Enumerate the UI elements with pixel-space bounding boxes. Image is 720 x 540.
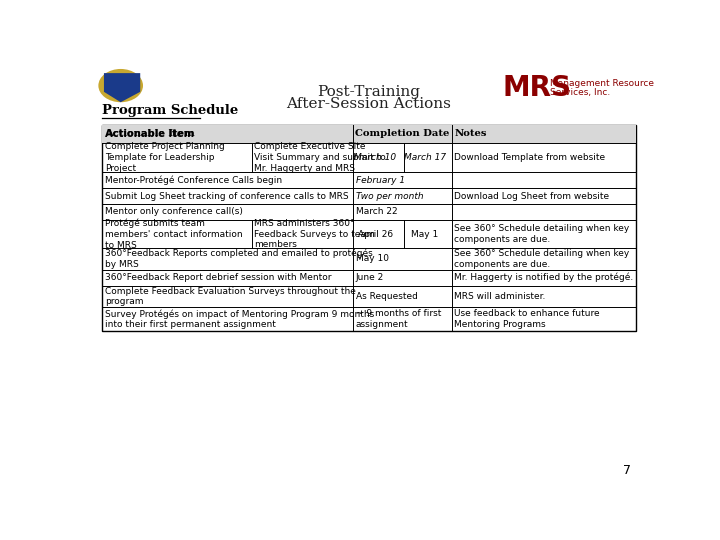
- Text: Services, Inc.: Services, Inc.: [550, 88, 611, 97]
- Text: Complete Executive Site
Visit Summary and submit to
Mr. Haggerty and MRS: Complete Executive Site Visit Summary an…: [254, 142, 386, 173]
- Text: Complete Project Planning
Template for Leadership
Project: Complete Project Planning Template for L…: [105, 142, 225, 173]
- Text: Post-Training: Post-Training: [318, 85, 420, 99]
- Text: Two per month: Two per month: [356, 192, 423, 201]
- Circle shape: [99, 69, 143, 102]
- Text: Survey Protégés on impact of Mentoring Program 9 months
into their first permane: Survey Protégés on impact of Mentoring P…: [105, 309, 374, 329]
- Text: MRS: MRS: [503, 73, 572, 102]
- Text: After-Session Actions: After-Session Actions: [287, 97, 451, 111]
- Text: Use feedback to enhance future
Mentoring Programs: Use feedback to enhance future Mentoring…: [454, 309, 600, 329]
- Text: As Requested: As Requested: [356, 292, 418, 301]
- Text: Actionable Item: Actionable Item: [105, 129, 195, 138]
- Text: March 17: March 17: [404, 153, 446, 162]
- Text: May 10: May 10: [356, 254, 389, 264]
- Text: March 10: March 10: [354, 153, 397, 162]
- Text: April 26: April 26: [358, 230, 393, 239]
- Text: 7: 7: [624, 464, 631, 477]
- Bar: [102, 125, 636, 332]
- Text: 360°Feedback Reports completed and emailed to protégés
by MRS: 360°Feedback Reports completed and email…: [105, 249, 373, 269]
- Text: See 360° Schedule detailing when key
components are due.: See 360° Schedule detailing when key com…: [454, 249, 630, 269]
- Text: See 360° Schedule detailing when key
components are due.: See 360° Schedule detailing when key com…: [454, 224, 630, 244]
- Text: June 2: June 2: [356, 273, 384, 282]
- Text: MRS administers 360°
Feedback Surveys to team
members: MRS administers 360° Feedback Surveys to…: [254, 219, 375, 249]
- Text: MRS will administer.: MRS will administer.: [454, 292, 546, 301]
- Text: Complete Feedback Evaluation Surveys throughout the
program: Complete Feedback Evaluation Surveys thr…: [105, 287, 356, 306]
- Text: Mentor only conference call(s): Mentor only conference call(s): [105, 207, 243, 217]
- Text: Actionable Item: Actionable Item: [105, 129, 194, 139]
- Text: February 1: February 1: [356, 176, 405, 185]
- Text: Completion Date: Completion Date: [355, 129, 449, 138]
- Text: May 1: May 1: [411, 230, 438, 239]
- Text: Management Resource: Management Resource: [550, 79, 654, 88]
- Text: Download Log Sheet from website: Download Log Sheet from website: [454, 192, 610, 201]
- Text: Mr. Haggerty is notified by the protégé.: Mr. Haggerty is notified by the protégé.: [454, 273, 634, 282]
- Bar: [102, 125, 636, 143]
- Text: Notes: Notes: [454, 129, 487, 138]
- Text: ~ 9 months of first
assignment: ~ 9 months of first assignment: [356, 309, 441, 329]
- Text: Program Schedule: Program Schedule: [102, 104, 238, 117]
- Text: Mentor-Protégé Conference Calls begin: Mentor-Protégé Conference Calls begin: [105, 176, 282, 185]
- Text: 360°Feedback Report debrief session with Mentor: 360°Feedback Report debrief session with…: [105, 273, 332, 282]
- Text: Protégé submits team
members' contact information
to MRS: Protégé submits team members' contact in…: [105, 219, 243, 249]
- Polygon shape: [104, 73, 140, 102]
- Text: Download Template from website: Download Template from website: [454, 153, 606, 162]
- Text: March 22: March 22: [356, 207, 397, 217]
- Text: Submit Log Sheet tracking of conference calls to MRS: Submit Log Sheet tracking of conference …: [105, 192, 348, 201]
